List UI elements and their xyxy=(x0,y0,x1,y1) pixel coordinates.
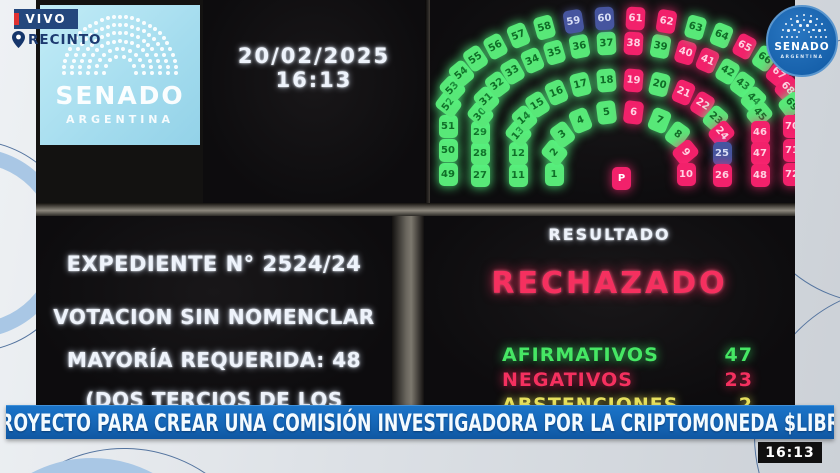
seat-6: 6 xyxy=(622,100,645,126)
datetime-display: 20/02/2025 16:13 xyxy=(237,44,391,92)
seat-20: 20 xyxy=(647,71,672,99)
seat-57: 57 xyxy=(505,21,532,50)
seat-11: 11 xyxy=(508,163,528,187)
mayoria-detail: (DOS TERCIOS DE LOS MIEMBROS xyxy=(85,388,343,406)
seat-40: 40 xyxy=(672,38,698,67)
senate-logo-title: SENADO xyxy=(55,81,185,110)
seat-72: 72 xyxy=(782,162,795,186)
abstenciones-count: 2 xyxy=(738,394,753,406)
screen-divider xyxy=(36,203,795,216)
screen-divider xyxy=(392,216,424,406)
seat-39: 39 xyxy=(648,33,672,60)
live-badge: VIVO xyxy=(14,9,78,29)
seat-70: 70 xyxy=(782,115,795,139)
channel-logo: SENADO ARGENTINA xyxy=(766,5,838,77)
seat-18: 18 xyxy=(596,68,617,93)
channel-logo-title: SENADO xyxy=(774,41,830,53)
location-label: RECINTO xyxy=(28,31,102,48)
ticker-headline: PROYECTO PARA CREAR UNA COMISIÓN INVESTI… xyxy=(6,408,834,437)
seat-61: 61 xyxy=(625,6,646,31)
mayoria-requerida: MAYORÍA REQUERIDA: 48 xyxy=(66,348,362,372)
afirmativos-count: 47 xyxy=(724,344,753,366)
live-indicator-icon xyxy=(14,13,19,25)
seat-62: 62 xyxy=(654,8,678,35)
seat-71: 71 xyxy=(782,139,795,163)
abstenciones-row: ABSTENCIONES 2 xyxy=(424,394,795,406)
seat-5: 5 xyxy=(595,100,618,126)
live-label: VIVO xyxy=(25,12,67,26)
seat-58: 58 xyxy=(532,13,558,41)
seat-38: 38 xyxy=(623,31,644,56)
seat-27: 27 xyxy=(470,163,490,187)
seat-49: 49 xyxy=(438,162,458,186)
afirmativos-row: AFIRMATIVOS 47 xyxy=(424,344,795,366)
senate-logo-dots-icon xyxy=(40,5,200,145)
seat-63: 63 xyxy=(682,13,708,41)
resultado-heading: RESULTADO xyxy=(548,225,671,244)
seat-35: 35 xyxy=(542,38,568,67)
negativos-label: NEGATIVOS xyxy=(502,369,633,391)
seat-64: 64 xyxy=(708,21,735,50)
seat-19: 19 xyxy=(623,68,644,93)
senate-logo-subtitle: ARGENTINA xyxy=(65,113,175,126)
afirmativos-label: AFIRMATIVOS xyxy=(502,344,659,366)
seat-47: 47 xyxy=(750,142,770,166)
expediente-number: EXPEDIENTE N° 2524/24 xyxy=(66,252,362,276)
negativos-count: 23 xyxy=(724,369,753,391)
seat-36: 36 xyxy=(568,33,592,60)
seat-25: 25 xyxy=(712,142,732,166)
seat-president: P xyxy=(612,167,631,190)
news-ticker: PROYECTO PARA CREAR UNA COMISIÓN INVESTI… xyxy=(6,405,834,439)
seat-12: 12 xyxy=(508,142,528,166)
seat-46: 46 xyxy=(750,120,770,144)
seat-51: 51 xyxy=(438,115,458,139)
broadcast-clock: 16:13 xyxy=(765,444,815,461)
clock-box: 16:13 xyxy=(758,442,822,463)
seat-50: 50 xyxy=(438,139,458,163)
channel-logo-subtitle: ARGENTINA xyxy=(780,55,824,60)
abstenciones-label: ABSTENCIONES xyxy=(502,394,679,406)
negativos-row: NEGATIVOS 23 xyxy=(424,369,795,391)
seat-26: 26 xyxy=(712,163,732,187)
seat-10: 10 xyxy=(676,162,696,186)
seat-37: 37 xyxy=(596,31,617,56)
seat-17: 17 xyxy=(568,71,593,99)
seat-60: 60 xyxy=(594,6,615,31)
seat-1: 1 xyxy=(544,162,564,186)
resultado-verdict: RECHAZADO xyxy=(491,266,728,301)
datetime-screen: 20/02/2025 16:13 xyxy=(203,0,425,203)
location-tag: RECINTO xyxy=(12,31,102,48)
seat-28: 28 xyxy=(470,142,490,166)
location-pin-icon xyxy=(12,31,25,48)
seat-59: 59 xyxy=(562,8,586,35)
expediente-screen: EXPEDIENTE N° 2524/24 VOTACION SIN NOMEN… xyxy=(36,216,392,406)
resultado-screen: RESULTADO RECHAZADO AFIRMATIVOS 47 NEGAT… xyxy=(424,216,795,406)
votacion-type: VOTACION SIN NOMENCLAR xyxy=(53,305,375,329)
seat-48: 48 xyxy=(750,163,770,187)
seat-map: 1 2 3 4 5 6 7 8 9 10 11 12 13 14 15 16 17 18 19 20 21 22 23 24 2… xyxy=(430,0,795,203)
